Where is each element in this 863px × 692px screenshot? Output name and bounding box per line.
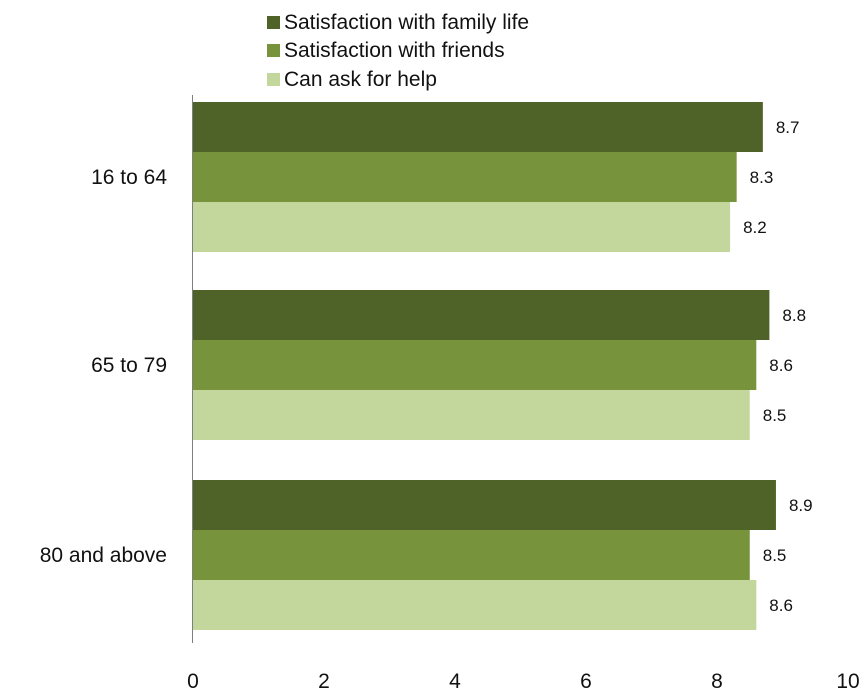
data-label: 8.6 — [769, 596, 793, 615]
data-label: 8.5 — [763, 546, 787, 565]
legend-swatch — [267, 73, 280, 86]
x-tick-label: 4 — [449, 670, 461, 692]
category-label: 16 to 64 — [91, 166, 167, 189]
bar — [193, 580, 757, 630]
legend-label: Can ask for help — [284, 68, 437, 91]
x-tick-label: 10 — [836, 670, 859, 692]
legend-label: Satisfaction with friends — [284, 39, 505, 62]
chart-legend: Satisfaction with family life Satisfactio… — [267, 11, 529, 91]
bar — [193, 390, 750, 440]
data-label: 8.9 — [789, 496, 813, 515]
x-tick-label: 6 — [580, 670, 592, 692]
legend-swatch — [267, 16, 280, 29]
legend-swatch — [267, 44, 280, 57]
bar — [193, 530, 750, 580]
x-tick-label: 8 — [711, 670, 723, 692]
data-label: 8.3 — [750, 168, 774, 187]
bar — [193, 480, 776, 530]
data-labels: 8.7 8.3 8.2 8.8 8.6 8.5 8.9 8.5 8.6 — [743, 118, 812, 615]
bar — [193, 290, 770, 340]
data-label: 8.6 — [769, 356, 793, 375]
x-tick-label: 0 — [187, 670, 199, 692]
data-label: 8.8 — [782, 306, 806, 325]
bar-group — [193, 102, 776, 630]
data-label: 8.2 — [743, 218, 767, 237]
data-label: 8.7 — [776, 118, 800, 137]
x-axis-ticks: 0 2 4 6 8 10 — [187, 670, 860, 692]
category-label: 65 to 79 — [91, 354, 167, 377]
bar — [193, 152, 737, 202]
bar — [193, 102, 763, 152]
x-tick-label: 2 — [318, 670, 330, 692]
bar — [193, 340, 757, 390]
category-axis-labels: 16 to 64 65 to 79 80 and above — [40, 166, 168, 567]
category-label: 80 and above — [40, 544, 167, 567]
data-label: 8.5 — [763, 406, 787, 425]
bar — [193, 202, 731, 252]
legend-label: Satisfaction with family life — [284, 11, 529, 34]
